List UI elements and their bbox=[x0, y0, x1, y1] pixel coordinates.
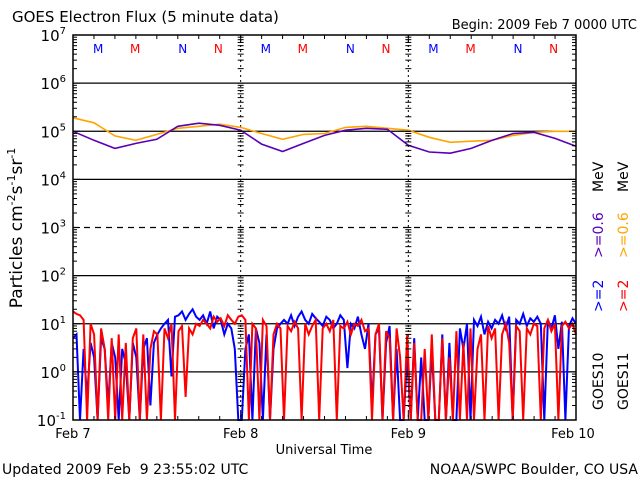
y-tick-base: 10 bbox=[41, 171, 60, 189]
y-tick-label: 100 bbox=[41, 363, 66, 382]
marker-m: M bbox=[298, 42, 308, 56]
marker-n: N bbox=[346, 42, 355, 56]
x-tick-label: Feb 7 bbox=[55, 427, 90, 442]
y-tick-base: 10 bbox=[41, 75, 60, 93]
y-tick-label: 105 bbox=[41, 122, 66, 141]
legend-unit: MeV bbox=[591, 161, 607, 192]
marker-n: N bbox=[549, 42, 558, 56]
legend-low: >=2 bbox=[616, 280, 632, 312]
y-axis-label: Particles cm-2s-1sr-1 bbox=[5, 148, 27, 309]
series-line-goes11-06mev bbox=[72, 117, 576, 144]
y-tick-base: 10 bbox=[41, 123, 60, 141]
y-tick-exponent: 7 bbox=[60, 26, 66, 37]
y-tick-exponent: 1 bbox=[60, 315, 66, 326]
legend-low: >=2 bbox=[591, 280, 607, 312]
marker-m: M bbox=[465, 42, 475, 56]
marker-n: N bbox=[214, 42, 223, 56]
x-tick-labels: Feb 7 Feb 8 Feb 9 Feb 10 bbox=[55, 427, 595, 442]
y-tick-exponent: 2 bbox=[60, 267, 66, 278]
begin-label: Begin: 2009 Feb 7 0000 UTC bbox=[452, 18, 637, 33]
marker-m: M bbox=[428, 42, 438, 56]
legend-high: >=0.6 bbox=[616, 212, 632, 258]
marker-n: N bbox=[514, 42, 523, 56]
x-tick-label: Feb 8 bbox=[223, 427, 258, 442]
x-axis-label: Universal Time bbox=[276, 443, 373, 458]
data-source: NOAA/SWPC Boulder, CO USA bbox=[430, 462, 639, 478]
y-tick-label: 106 bbox=[41, 74, 66, 93]
y-tick-base: 10 bbox=[41, 316, 60, 334]
y-tick-base: 10 bbox=[41, 27, 60, 45]
y-tick-label: 102 bbox=[41, 267, 66, 286]
y-tick-base: 10 bbox=[37, 412, 56, 430]
x-tick-label: Feb 9 bbox=[391, 427, 426, 442]
marker-m: M bbox=[261, 42, 271, 56]
chart-title: GOES Electron Flux (5 minute data) bbox=[12, 8, 279, 26]
legend-satellite: GOES10 bbox=[591, 353, 607, 410]
legend-unit: MeV bbox=[616, 161, 632, 192]
y-tick-label: 104 bbox=[41, 170, 66, 189]
y-tick-exponent: -1 bbox=[56, 411, 66, 422]
marker-m: M bbox=[93, 42, 103, 56]
data-series bbox=[72, 117, 577, 421]
legend-satellite: GOES11 bbox=[616, 353, 632, 410]
y-tick-exponent: 5 bbox=[60, 122, 66, 133]
y-tick-exponent: 4 bbox=[60, 170, 66, 181]
series-line-goes10-06mev bbox=[72, 122, 577, 155]
grid-lines bbox=[73, 35, 576, 420]
y-tick-label: 10-1 bbox=[37, 411, 66, 430]
marker-n: N bbox=[178, 42, 187, 56]
y-tick-base: 10 bbox=[41, 220, 60, 238]
y-tick-exponent: 0 bbox=[60, 363, 66, 374]
marker-m: M bbox=[130, 42, 140, 56]
y-tick-exponent: 3 bbox=[60, 219, 66, 230]
x-tick-label: Feb 10 bbox=[551, 427, 595, 442]
y-tick-exponent: 6 bbox=[60, 74, 66, 85]
legend: GOES10 >=2 >=0.6 MeV GOES11 >=2 >=0.6 MeV bbox=[591, 161, 632, 410]
y-tick-base: 10 bbox=[41, 268, 60, 286]
axis-ticks bbox=[72, 35, 577, 421]
marker-n: N bbox=[381, 42, 390, 56]
y-tick-label: 101 bbox=[41, 315, 66, 334]
legend-high: >=0.6 bbox=[591, 212, 607, 258]
y-tick-label: 103 bbox=[41, 219, 66, 238]
series-line-goes11-2mev bbox=[72, 310, 577, 421]
updated-timestamp: Updated 2009 Feb 9 23:55:02 UTC bbox=[2, 462, 248, 478]
y-tick-label: 107 bbox=[41, 26, 66, 45]
y-tick-base: 10 bbox=[41, 364, 60, 382]
